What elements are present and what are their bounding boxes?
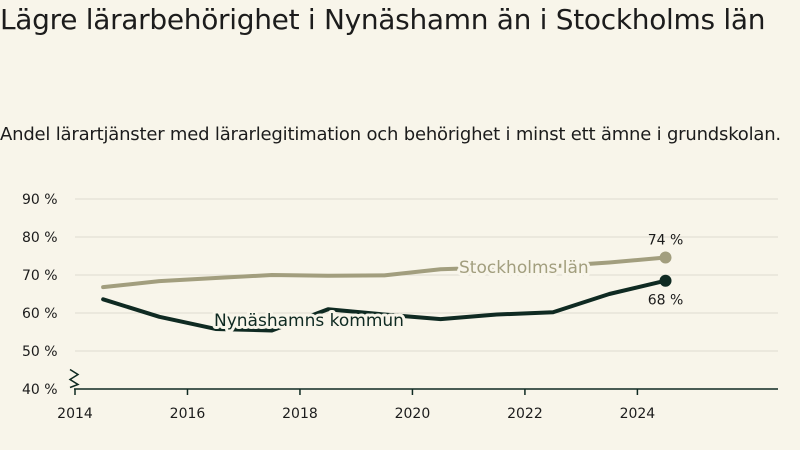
chart-title: Lägre lärarbehörighet i Nynäshamn än i S…: [0, 3, 766, 36]
x-tick-label: 2014: [57, 406, 93, 422]
y-tick-label: 50 %: [22, 344, 58, 360]
y-tick-label: 40 %: [22, 382, 58, 398]
axis-break-icon: [68, 368, 80, 389]
x-tick-label: 2016: [170, 406, 206, 422]
end-value-label: 68 %: [648, 293, 684, 309]
x-tick-label: 2024: [620, 406, 656, 422]
series-label: Nynäshamns kommun: [214, 311, 404, 331]
x-tick-label: 2018: [282, 406, 318, 422]
chart-subtitle: Andel lärartjänster med lärarlegitimatio…: [0, 124, 781, 145]
y-tick-label: 90 %: [22, 192, 58, 208]
end-point-marker: [659, 251, 672, 264]
end-value-label: 74 %: [648, 233, 684, 249]
series-line: [101, 278, 668, 333]
series-line: [101, 255, 668, 290]
y-tick-label: 60 %: [22, 306, 58, 322]
x-tick-label: 2022: [507, 406, 543, 422]
x-tick-label: 2020: [395, 406, 431, 422]
series-label: Stockholms län: [459, 258, 589, 278]
end-point-marker: [659, 274, 672, 287]
y-tick-label: 80 %: [22, 230, 58, 246]
y-tick-label: 70 %: [22, 268, 58, 284]
